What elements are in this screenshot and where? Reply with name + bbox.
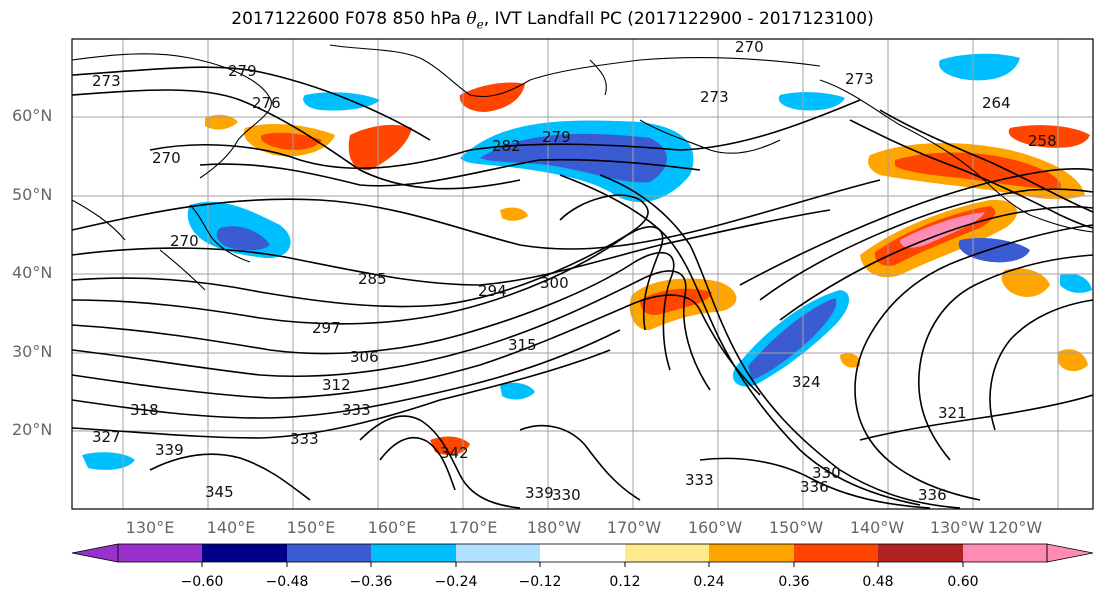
contour-label: 312 <box>322 376 351 394</box>
latitude-label: 40°N <box>12 263 53 282</box>
colorbar-segment <box>625 544 709 562</box>
latitude-label: 50°N <box>12 185 53 204</box>
contour-label: 333 <box>290 430 319 448</box>
map-title: 2017122600 F078 850 hPa θe, IVT Landfall… <box>231 9 874 32</box>
colorbar-tick-label: −0.12 <box>518 574 562 590</box>
contour-label: 270 <box>735 38 764 56</box>
colorbar-segment <box>540 544 625 562</box>
latitude-label: 30°N <box>12 342 53 361</box>
longitude-label: 140°E <box>206 518 256 537</box>
contour-label: 276 <box>252 94 281 112</box>
contour-label: 333 <box>342 401 371 419</box>
theta-symbol: θ <box>466 9 477 29</box>
colorbar-tick-label: 0.48 <box>862 574 894 590</box>
colorbar-segment <box>456 544 540 562</box>
contour-label: 282 <box>492 137 521 155</box>
colorbar-segment <box>709 544 794 562</box>
contour-label: 336 <box>918 486 947 504</box>
contour-label: 315 <box>508 336 537 354</box>
colorbar <box>71 543 1094 567</box>
colorbar-segment <box>202 544 287 562</box>
colorbar-tick-label: 0.36 <box>778 574 810 590</box>
contour-label: 330 <box>812 464 841 482</box>
contour-label: 270 <box>152 149 181 167</box>
contour-label: 285 <box>358 270 387 288</box>
contour-label: 273 <box>700 88 729 106</box>
contour-label: 342 <box>440 444 469 462</box>
latitude-label: 20°N <box>12 420 53 439</box>
contour-label: 297 <box>312 319 341 337</box>
contour-label: 306 <box>350 348 379 366</box>
longitude-label: 120°W <box>987 518 1043 537</box>
contour-label: 324 <box>792 373 821 391</box>
colorbar-tick-label: −0.24 <box>434 574 478 590</box>
contour-label: 333 <box>685 471 714 489</box>
contour-label: 339 <box>155 441 184 459</box>
colorbar-tick-label: −0.36 <box>349 574 393 590</box>
longitude-label: 160°W <box>687 518 743 537</box>
contour-label: 279 <box>542 128 571 146</box>
colorbar-tick-label: 0.24 <box>693 574 725 590</box>
colorbar-tick-label: 0.12 <box>609 574 641 590</box>
colorbar-tick-label: −0.60 <box>180 574 224 590</box>
contour-label: 258 <box>1028 132 1057 150</box>
longitude-label: 140°W <box>849 518 905 537</box>
colorbar-tick-label: −0.48 <box>265 574 309 590</box>
colorbar-segment <box>963 544 1047 562</box>
shading-layer <box>82 53 1092 470</box>
longitude-label: 130°W <box>929 518 985 537</box>
contour-labels: 273 279 276 270 282 279 273 270 273 264 … <box>92 38 1057 504</box>
longitude-label: 150°E <box>286 518 336 537</box>
map-frame <box>71 38 1094 510</box>
contour-label: 294 <box>478 282 507 300</box>
longitude-label: 150°W <box>768 518 824 537</box>
colorbar-extend-max <box>1046 543 1094 563</box>
colorbar-tick-label: 0.60 <box>947 574 979 590</box>
contour-label: 321 <box>938 404 967 422</box>
contour-label: 300 <box>540 274 569 292</box>
contour-label: 279 <box>228 62 257 80</box>
contour-label: 345 <box>205 483 234 501</box>
contour-label: 270 <box>170 232 199 250</box>
coastlines <box>72 44 1093 291</box>
colorbar-segment <box>287 544 371 562</box>
colorbar-segment <box>371 544 456 562</box>
map-plot-area: 273 279 276 270 282 279 273 270 273 264 … <box>72 38 1093 509</box>
contour-label: 327 <box>92 428 121 446</box>
colorbar-segment <box>118 544 202 562</box>
longitude-label: 180°W <box>526 518 582 537</box>
longitude-label: 160°E <box>367 518 417 537</box>
theta-e-contours <box>72 66 1093 509</box>
longitude-label: 130°E <box>125 518 175 537</box>
contour-label: 336 <box>800 478 829 496</box>
colorbar-extend-min <box>71 543 119 563</box>
contour-label: 273 <box>845 70 874 88</box>
colorbar-segment <box>878 544 963 562</box>
longitude-label: 170°E <box>448 518 498 537</box>
contour-label: 330 <box>552 486 581 504</box>
contour-label: 318 <box>130 401 159 419</box>
colorbar-segment <box>794 544 878 562</box>
longitude-label: 170°W <box>606 518 662 537</box>
contour-label: 264 <box>982 94 1011 112</box>
latitude-label: 60°N <box>12 106 53 125</box>
contour-label: 339 <box>525 484 554 502</box>
contour-label: 273 <box>92 72 121 90</box>
